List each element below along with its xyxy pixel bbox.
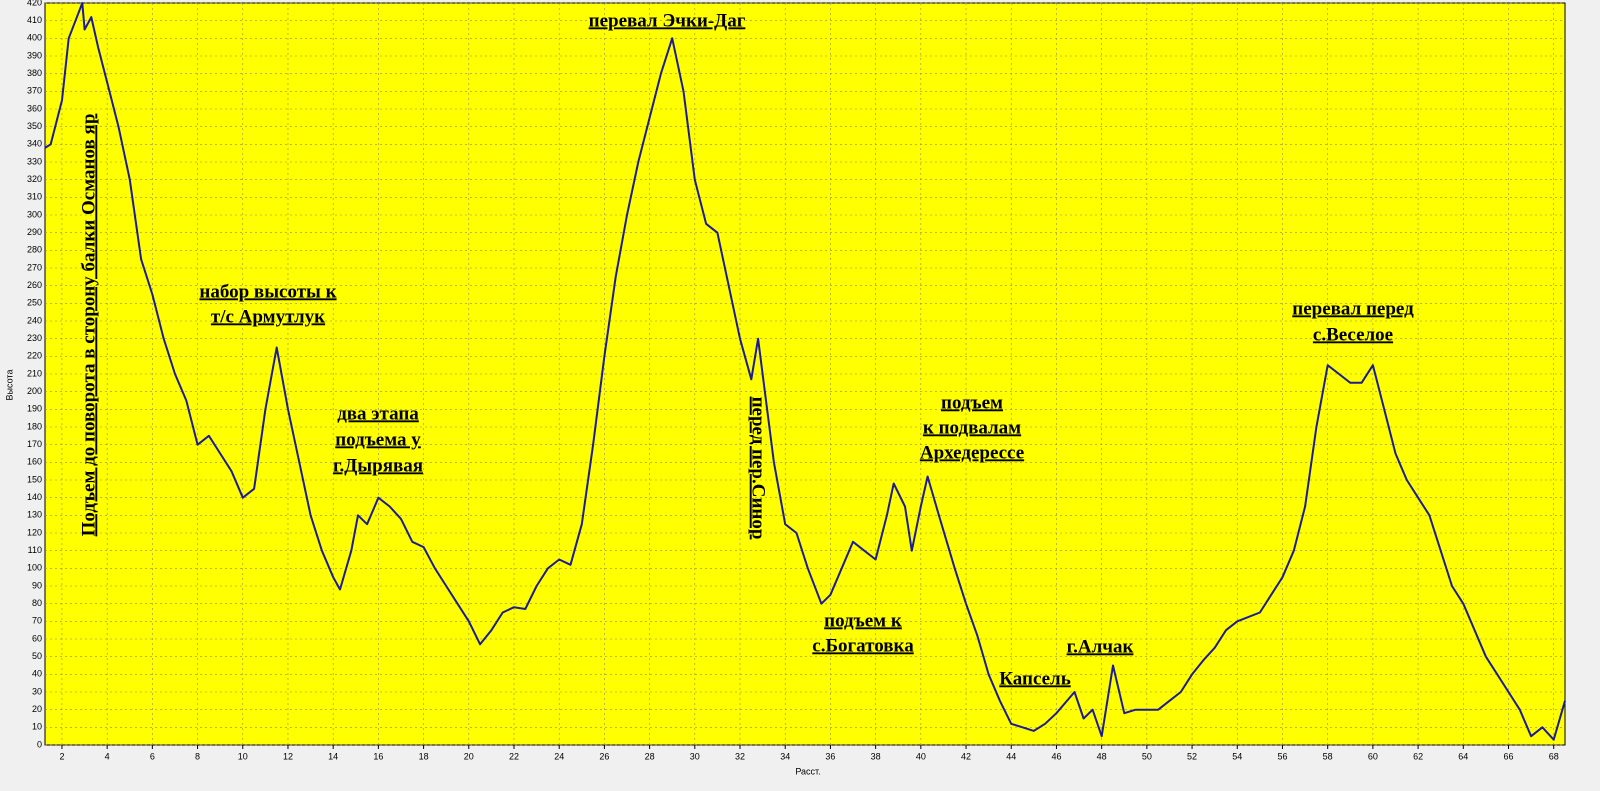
annotation: перед пер.Синор [748, 397, 769, 540]
x-tick-label: 14 [328, 751, 338, 761]
x-tick-label: 38 [871, 751, 881, 761]
x-tick-label: 64 [1458, 751, 1468, 761]
annotation: подъем к [824, 610, 902, 631]
x-tick-label: 16 [373, 751, 383, 761]
y-tick-label: 180 [27, 421, 42, 431]
annotation: с.Веселое [1313, 324, 1393, 345]
x-axis-label: Расст. [795, 766, 820, 776]
y-tick-label: 70 [32, 616, 42, 626]
y-tick-label: 30 [32, 686, 42, 696]
y-tick-label: 160 [27, 457, 42, 467]
annotation: с.Богатовка [812, 635, 914, 656]
x-tick-label: 58 [1323, 751, 1333, 761]
y-tick-label: 190 [27, 404, 42, 414]
y-tick-label: 400 [27, 33, 42, 43]
y-tick-label: 350 [27, 121, 42, 131]
y-tick-label: 110 [28, 545, 42, 555]
annotation: т/с Армутлук [211, 306, 325, 327]
x-tick-label: 24 [554, 751, 564, 761]
x-tick-label: 8 [195, 751, 200, 761]
x-tick-label: 28 [645, 751, 655, 761]
x-tick-label: 40 [916, 751, 926, 761]
x-tick-label: 42 [961, 751, 971, 761]
y-tick-label: 420 [27, 0, 42, 7]
y-tick-label: 120 [27, 527, 42, 537]
y-tick-label: 260 [27, 280, 42, 290]
y-tick-label: 220 [27, 351, 42, 361]
x-tick-label: 66 [1503, 751, 1513, 761]
y-tick-label: 130 [27, 510, 42, 520]
y-tick-label: 200 [27, 386, 42, 396]
y-tick-label: 280 [27, 245, 42, 255]
y-tick-label: 270 [27, 262, 42, 272]
y-tick-label: 380 [27, 68, 42, 78]
x-tick-label: 68 [1549, 751, 1559, 761]
annotation: Капсель [999, 668, 1071, 689]
annotation: перевал перед [1292, 298, 1414, 319]
x-tick-label: 62 [1413, 751, 1423, 761]
x-tick-label: 2 [59, 751, 64, 761]
y-tick-label: 140 [27, 492, 42, 502]
annotation: два этапа [337, 403, 419, 424]
y-tick-label: 150 [27, 474, 42, 484]
y-tick-label: 50 [32, 651, 42, 661]
x-tick-label: 22 [509, 751, 519, 761]
x-tick-label: 60 [1368, 751, 1378, 761]
annotation: подъем [941, 392, 1003, 413]
y-tick-label: 60 [32, 633, 42, 643]
elevation-line [44, 2, 1566, 741]
y-tick-label: 330 [27, 156, 42, 166]
x-tick-label: 12 [283, 751, 293, 761]
y-tick-label: 90 [32, 580, 42, 590]
x-tick-label: 36 [825, 751, 835, 761]
y-tick-label: 370 [27, 86, 42, 96]
y-tick-label: 210 [27, 368, 42, 378]
x-tick-label: 20 [464, 751, 474, 761]
annotation: г.Алчак [1067, 636, 1134, 657]
x-tick-label: 48 [1097, 751, 1107, 761]
x-tick-label: 54 [1232, 751, 1242, 761]
annotation: перевал Эчки-Даг [589, 10, 746, 31]
x-tick-label: 4 [105, 751, 110, 761]
y-tick-label: 340 [27, 139, 42, 149]
y-tick-label: 320 [27, 174, 42, 184]
x-tick-label: 44 [1006, 751, 1016, 761]
annotation: Подъем до поворота в сторону балки Осман… [78, 114, 99, 537]
x-tick-label: 56 [1277, 751, 1287, 761]
annotation: подъема у [335, 429, 421, 450]
x-tick-label: 10 [238, 751, 248, 761]
y-tick-label: 10 [32, 722, 42, 732]
x-tick-label: 6 [150, 751, 155, 761]
x-tick-label: 32 [735, 751, 745, 761]
annotation: набор высоты к [199, 281, 336, 302]
y-tick-label: 310 [27, 192, 42, 202]
y-tick-label: 20 [32, 704, 42, 714]
x-tick-label: 34 [780, 751, 790, 761]
y-axis-label: Высота [4, 370, 14, 401]
annotation: к подвалам [923, 417, 1021, 438]
x-tick-label: 18 [419, 751, 429, 761]
y-tick-label: 40 [32, 669, 42, 679]
annotation: Архедерессе [920, 442, 1024, 463]
y-tick-label: 170 [27, 439, 42, 449]
y-tick-label: 0 [37, 739, 42, 749]
x-tick-label: 26 [599, 751, 609, 761]
y-tick-label: 240 [27, 315, 42, 325]
y-tick-label: 300 [27, 209, 42, 219]
y-tick-label: 410 [27, 15, 42, 25]
y-tick-label: 360 [27, 103, 42, 113]
y-tick-label: 250 [27, 298, 42, 308]
y-tick-label: 80 [32, 598, 42, 608]
x-tick-label: 46 [1051, 751, 1061, 761]
x-tick-label: 30 [690, 751, 700, 761]
y-tick-label: 100 [27, 563, 42, 573]
y-tick-label: 230 [27, 333, 42, 343]
x-tick-label: 52 [1187, 751, 1197, 761]
x-tick-label: 50 [1142, 751, 1152, 761]
y-tick-label: 290 [27, 227, 42, 237]
annotation: г.Дырявая [333, 455, 423, 476]
y-tick-label: 390 [27, 50, 42, 60]
